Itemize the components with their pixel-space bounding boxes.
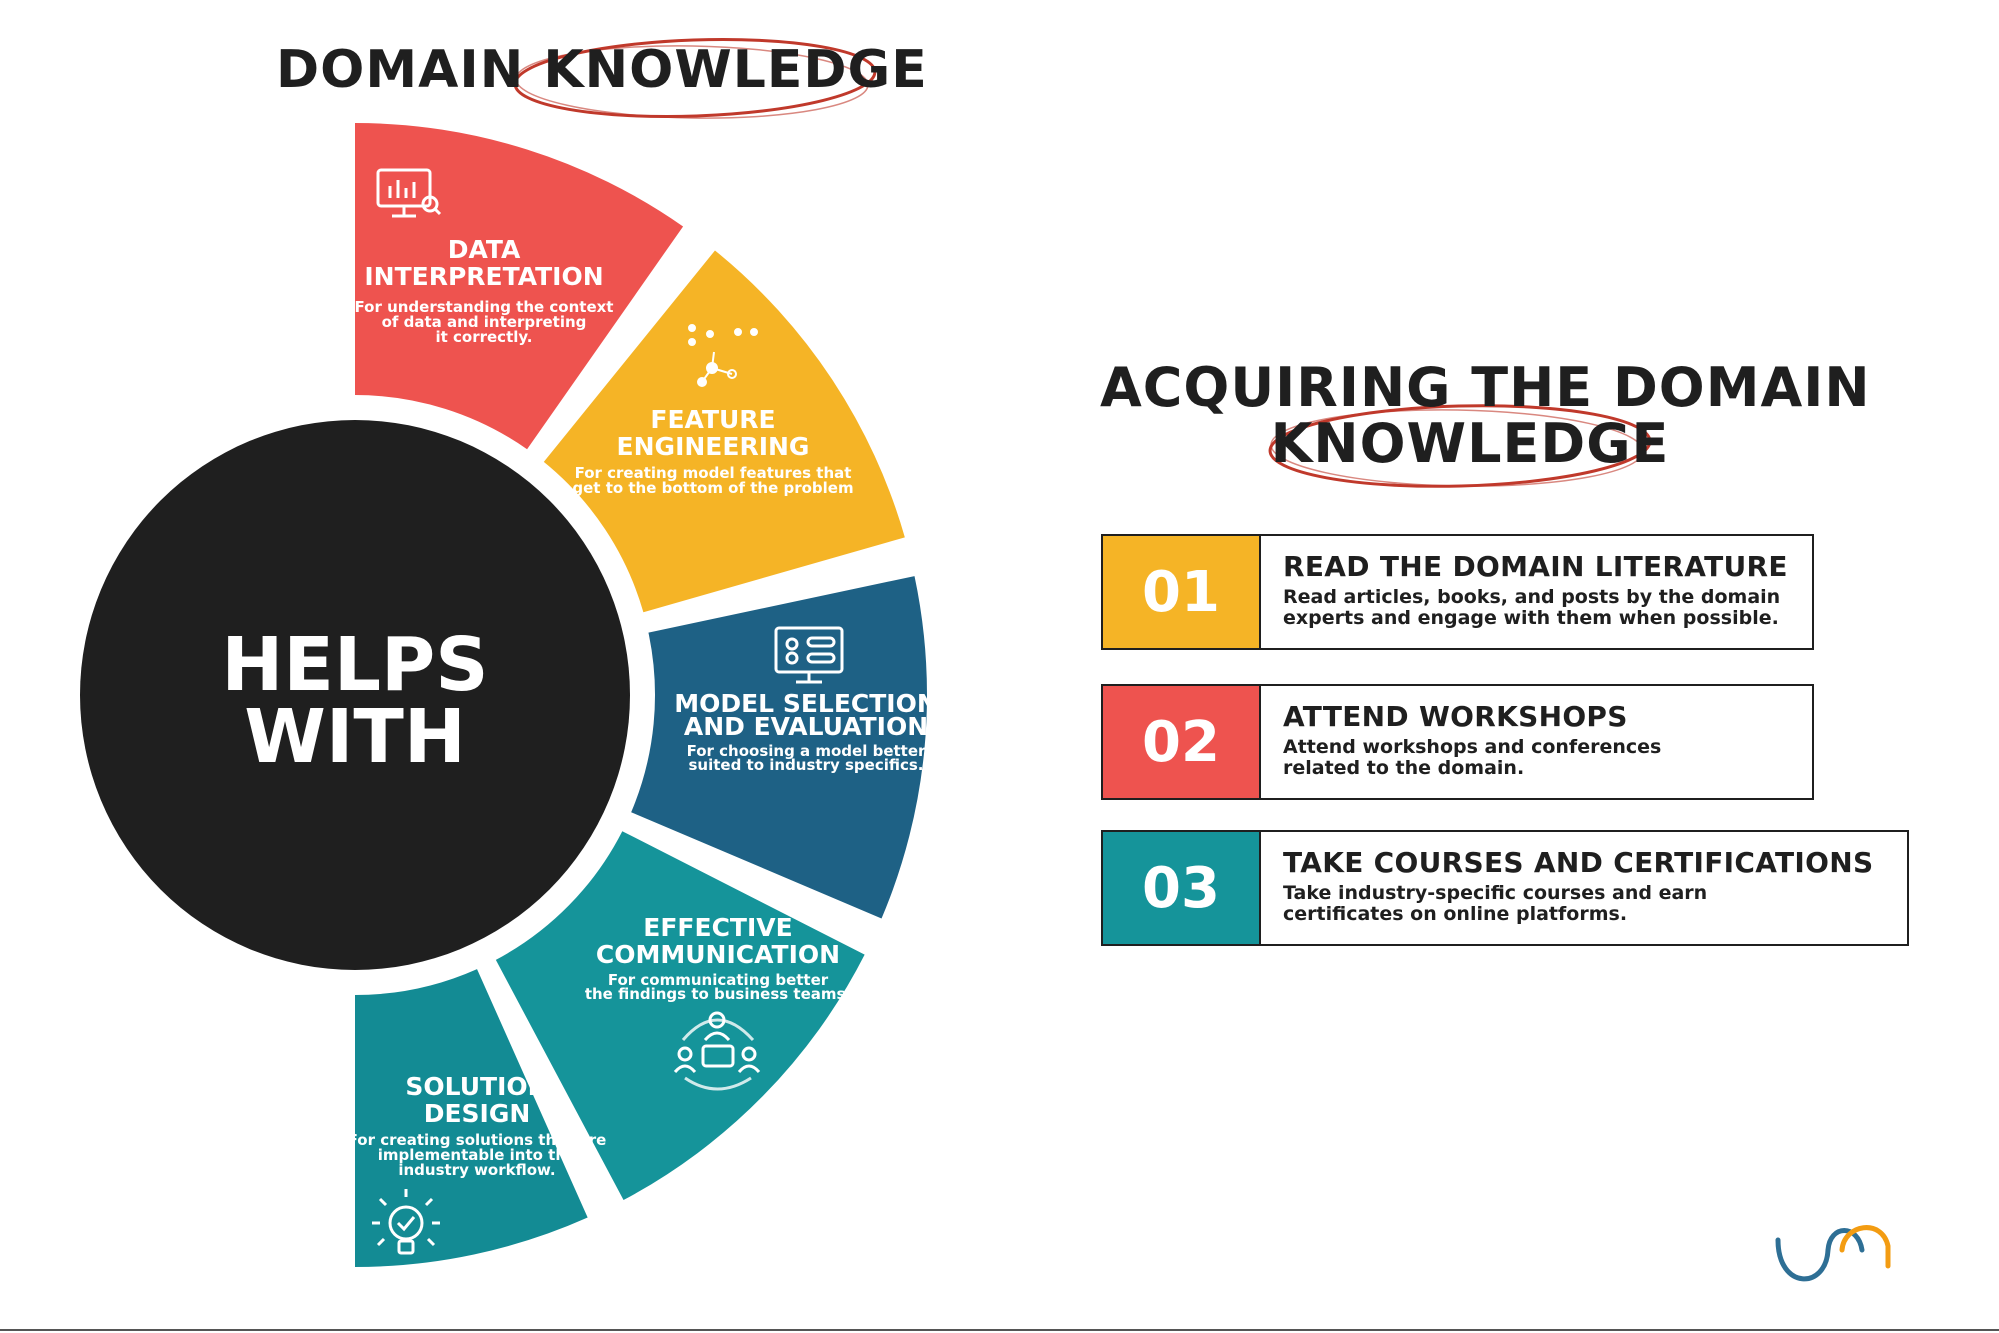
segment-title: INTERPRETATION bbox=[364, 262, 603, 291]
step-card-03: 03 TAKE COURSES AND CERTIFICATIONS Take … bbox=[1101, 830, 1909, 946]
segment-title: FEATURE bbox=[650, 405, 775, 434]
step-description: Read articles, books, and posts by the d… bbox=[1283, 586, 1781, 629]
segment-and-evaluation bbox=[631, 576, 927, 919]
acquiring-heading-line-2: KNOWLEDGE bbox=[1270, 412, 1670, 475]
segment-title: EFFECTIVE bbox=[643, 913, 792, 942]
segment-description: For creating solutions that are bbox=[348, 1131, 607, 1149]
segment-description: For creating model features that bbox=[575, 464, 852, 482]
segment-title: MODEL SELECTION bbox=[674, 689, 938, 718]
hub-line-1: HELPS bbox=[221, 622, 488, 708]
segment-description: For communicating better bbox=[608, 971, 829, 989]
segment-design bbox=[355, 969, 588, 1267]
segment-title: DESIGN bbox=[424, 1099, 531, 1128]
segment-communication bbox=[495, 831, 865, 1201]
step-title: TAKE COURSES AND CERTIFICATIONS bbox=[1283, 846, 1874, 879]
hub-circle bbox=[80, 420, 630, 970]
monitor-toggles-icon bbox=[774, 626, 844, 684]
domain-knowledge-heading: DOMAIN KNOWLEDGE bbox=[270, 38, 927, 120]
segment-description: implementable into the bbox=[378, 1146, 576, 1164]
step-card-01: 01 READ THE DOMAIN LITERATURE Read artic… bbox=[1101, 534, 1814, 650]
segment-description: For choosing a model better bbox=[687, 742, 926, 760]
step-number: 02 bbox=[1103, 686, 1261, 798]
feature-network-icon bbox=[688, 324, 758, 387]
step-card-02: 02 ATTEND WORKSHOPS Attend workshops and… bbox=[1101, 684, 1814, 800]
step-number: 01 bbox=[1103, 536, 1261, 648]
team-chat-icon bbox=[673, 1011, 761, 1091]
step-description: Attend workshops and conferences related… bbox=[1283, 736, 1662, 779]
step-title: READ THE DOMAIN LITERATURE bbox=[1283, 550, 1788, 583]
segment-engineering bbox=[543, 250, 905, 613]
bottom-divider bbox=[0, 1329, 1999, 1331]
acquiring-heading-line-1: ACQUIRING THE DOMAIN bbox=[1100, 356, 1871, 419]
brand-logo-icon bbox=[1775, 1225, 1891, 1282]
segment-title: SOLUTION bbox=[405, 1072, 548, 1101]
step-title: ATTEND WORKSHOPS bbox=[1283, 700, 1628, 733]
acquiring-heading: ACQUIRING THE DOMAIN KNOWLEDGE bbox=[1100, 356, 1871, 475]
step-number: 03 bbox=[1103, 832, 1261, 944]
segment-title: COMMUNICATION bbox=[596, 940, 840, 969]
segment-title: ENGINEERING bbox=[617, 432, 810, 461]
lightbulb-check-icon bbox=[372, 1189, 440, 1255]
segment-description: of data and interpreting bbox=[382, 313, 587, 331]
step-description: Take industry-specific courses and earn … bbox=[1283, 882, 1708, 925]
segment-description: suited to industry specifics. bbox=[689, 756, 924, 774]
segment-title: DATA bbox=[448, 235, 521, 264]
hub-line-2: WITH bbox=[244, 694, 466, 780]
segment-title: AND EVALUATION bbox=[684, 712, 928, 741]
segment-description: industry workflow. bbox=[398, 1161, 555, 1179]
monitor-chart-icon bbox=[376, 168, 442, 218]
left-title: DOMAIN KNOWLEDGE bbox=[276, 40, 928, 100]
segment-description: it correctly. bbox=[435, 328, 532, 346]
segment-description: the findings to business teams. bbox=[585, 985, 851, 1003]
segment-description: For understanding the context bbox=[355, 298, 614, 316]
segment-description: get to the bottom of the problem bbox=[572, 479, 853, 497]
